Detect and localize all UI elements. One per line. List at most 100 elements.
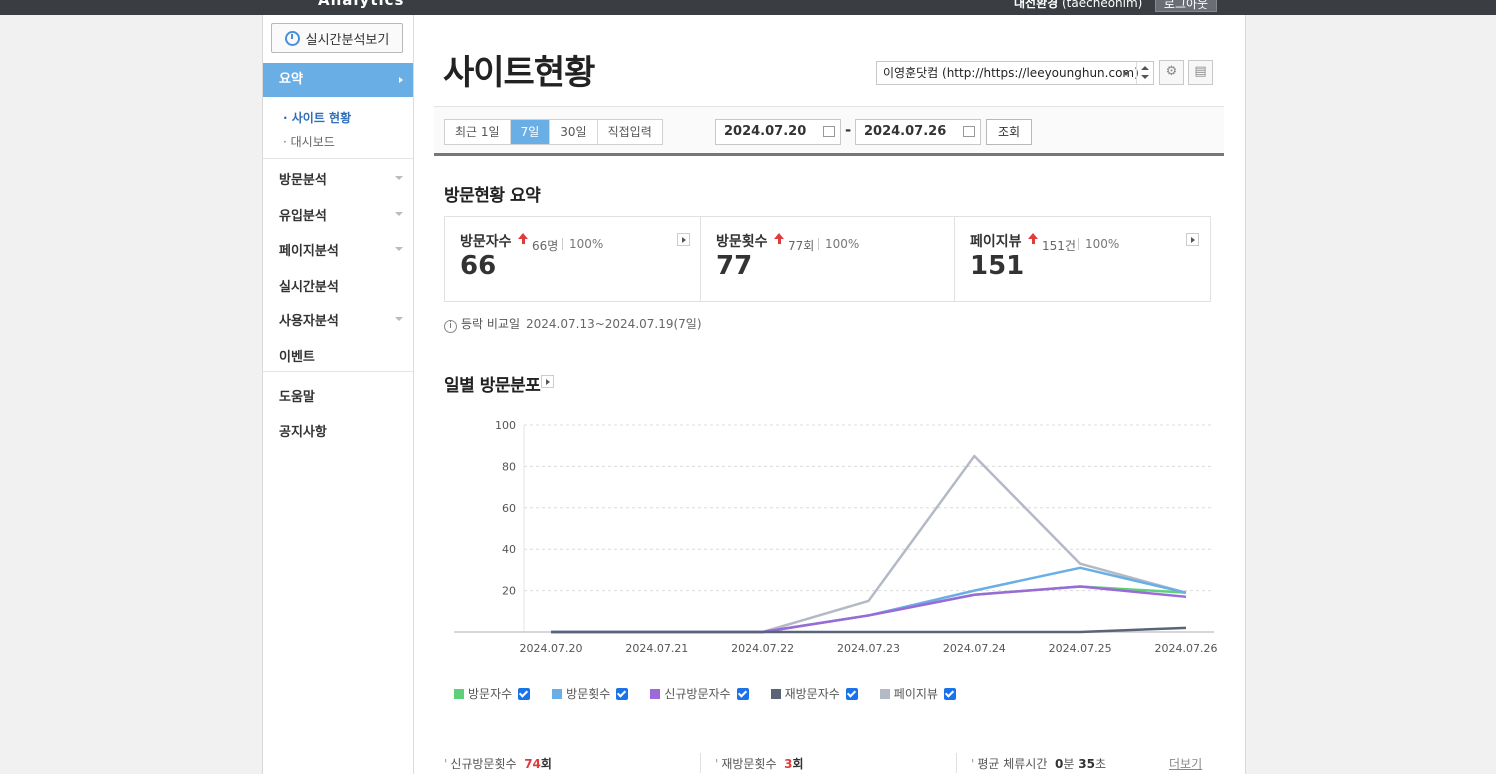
start-date-value: 2024.07.20 xyxy=(724,124,807,139)
legend-checkbox[interactable] xyxy=(943,687,956,700)
stat-value: 3 xyxy=(784,757,793,771)
sidebar-item-realtime-analysis[interactable]: 실시간분석 xyxy=(279,280,339,295)
card-percent: 100% xyxy=(817,237,860,251)
card-label: 방문횟수 xyxy=(716,234,768,250)
query-button[interactable]: 조회 xyxy=(986,119,1032,145)
legend-swatch xyxy=(650,688,661,699)
divider xyxy=(956,753,957,773)
legend-item-visitors[interactable]: 방문자수 xyxy=(454,685,531,702)
chevron-down-icon[interactable] xyxy=(395,212,403,216)
info-icon: i xyxy=(444,320,457,333)
site-select[interactable]: 이영훈닷컴 (http://https://leeyounghun.com) xyxy=(876,61,1154,85)
page-title: 사이트현황 xyxy=(443,53,595,93)
daily-more-button[interactable] xyxy=(541,375,554,388)
card-label: 페이지뷰 xyxy=(970,234,1022,250)
legend-item-return-visitors[interactable]: 재방문자수 xyxy=(770,685,858,702)
realtime-button-label: 실시간분석보기 xyxy=(305,32,390,48)
legend-label: 페이지뷰 xyxy=(893,687,938,701)
chevron-down-icon[interactable] xyxy=(395,176,403,180)
sidebar-item-label: 요약 xyxy=(279,72,303,87)
realtime-analysis-button[interactable]: 실시간분석보기 xyxy=(271,23,403,53)
card-compare: 77회 xyxy=(788,239,815,253)
y-tick-label: 60 xyxy=(502,502,516,515)
app-logo[interactable]: Analytics xyxy=(318,0,405,9)
y-tick-label: 100 xyxy=(495,419,516,432)
divider xyxy=(263,371,413,372)
calendar-icon[interactable] xyxy=(963,126,975,137)
y-tick-label: 80 xyxy=(502,460,516,473)
printer-icon: ▤ xyxy=(1194,64,1207,79)
card-more-button[interactable] xyxy=(1186,233,1199,246)
sidebar-item-user-analysis[interactable]: 사용자분석 xyxy=(279,314,339,329)
y-tick-label: 40 xyxy=(502,543,516,556)
legend-item-visits[interactable]: 방문횟수 xyxy=(552,685,629,702)
range-custom[interactable]: 직접입력 xyxy=(607,125,652,139)
user-id: (taecheonim) xyxy=(1062,0,1143,10)
legend-label: 방문자수 xyxy=(468,687,513,701)
more-link[interactable]: 더보기 xyxy=(1169,757,1203,771)
sidebar-subitem-dashboard[interactable]: · 대시보드 xyxy=(283,135,335,149)
print-button[interactable]: ▤ xyxy=(1188,60,1213,85)
stat-label: 신규방문횟수 xyxy=(450,757,517,771)
sidebar-item-visit-analysis[interactable]: 방문분석 xyxy=(279,173,327,188)
card-value: 66 xyxy=(460,251,497,281)
legend-checkbox[interactable] xyxy=(518,687,531,700)
arrow-up-icon xyxy=(1028,233,1038,239)
summary-title: 방문현황 요약 xyxy=(444,186,541,206)
divider xyxy=(263,158,413,159)
range-30day[interactable]: 30일 xyxy=(550,120,598,144)
end-date-input[interactable]: 2024.07.26 xyxy=(855,119,981,145)
arrow-up-stem xyxy=(1031,239,1035,244)
range-1day[interactable]: 최근 1일 xyxy=(445,120,511,144)
compare-label: 등락 비교일 xyxy=(461,317,521,331)
stat-min-unit: 분 xyxy=(1063,757,1075,771)
x-tick-label: 2024.07.22 xyxy=(731,642,794,655)
start-date-input[interactable]: 2024.07.20 xyxy=(715,119,841,145)
legend-checkbox[interactable] xyxy=(845,687,858,700)
range-7day[interactable]: 7일 xyxy=(510,120,551,144)
stat-unit: 회 xyxy=(540,757,552,771)
daily-title: 일별 방문분포 xyxy=(444,376,541,396)
legend-item-new-visitors[interactable]: 신규방문자수 xyxy=(650,685,749,702)
sidebar-item-notice[interactable]: 공지사항 xyxy=(279,425,327,440)
logout-button[interactable]: 로그아웃 xyxy=(1155,0,1217,12)
sidebar-subitem-site-status[interactable]: · 사이트 현황 xyxy=(283,111,352,125)
settings-button[interactable]: ⚙ xyxy=(1159,60,1184,85)
stat-new-visits: 신규방문횟수 74회 xyxy=(444,755,552,772)
series-line-0 xyxy=(551,585,1187,634)
sidebar-item-events[interactable]: 이벤트 xyxy=(279,350,315,365)
stat-sec-unit: 초 xyxy=(1094,757,1106,771)
sidebar-item-help[interactable]: 도움말 xyxy=(279,390,315,405)
sidebar-item-page-analysis[interactable]: 페이지분석 xyxy=(279,244,339,259)
legend-checkbox[interactable] xyxy=(736,687,749,700)
sidebar-item-inflow-analysis[interactable]: 유입분석 xyxy=(279,209,327,224)
legend-swatch xyxy=(552,688,563,699)
sidebar-item-summary[interactable]: 요약 xyxy=(263,63,413,97)
end-date-value: 2024.07.26 xyxy=(864,124,947,139)
card-value: 151 xyxy=(970,251,1025,281)
x-tick-label: 2024.07.25 xyxy=(1049,642,1112,655)
divider xyxy=(700,753,701,773)
x-tick-label: 2024.07.21 xyxy=(625,642,688,655)
series-line-2 xyxy=(551,585,1187,634)
range-selector: 최근 1일 7일 30일 직접입력 xyxy=(444,119,663,145)
site-select-value: 이영훈닷컴 (http://https://leeyounghun.com) xyxy=(883,66,1139,80)
card-percent: 100% xyxy=(561,237,604,251)
summary-card-pageviews: 페이지뷰 151건 100% 151 xyxy=(954,217,1211,301)
chevron-down-icon[interactable] xyxy=(395,317,403,321)
legend-item-pageviews[interactable]: 페이지뷰 xyxy=(879,685,956,702)
calendar-icon[interactable] xyxy=(823,126,835,137)
x-tick-label: 2024.07.20 xyxy=(520,642,583,655)
stat-sec: 35 xyxy=(1078,757,1095,771)
chevron-down-icon[interactable] xyxy=(395,247,403,251)
legend-checkbox[interactable] xyxy=(616,687,629,700)
summary-card-visits: 방문횟수 77회 100% 77 xyxy=(700,217,955,301)
site-select-spinner[interactable] xyxy=(1136,62,1153,84)
card-more-button[interactable] xyxy=(677,233,690,246)
gear-icon: ⚙ xyxy=(1165,64,1178,79)
top-bar: Analytics 대전환경 (taecheonim) 로그아웃 xyxy=(0,0,1496,15)
compare-range: 2024.07.13~2024.07.19(7일) xyxy=(526,317,702,331)
stat-unit: 회 xyxy=(792,757,804,771)
stat-label: 평균 체류시간 xyxy=(977,757,1048,771)
x-tick-label: 2024.07.24 xyxy=(943,642,1006,655)
